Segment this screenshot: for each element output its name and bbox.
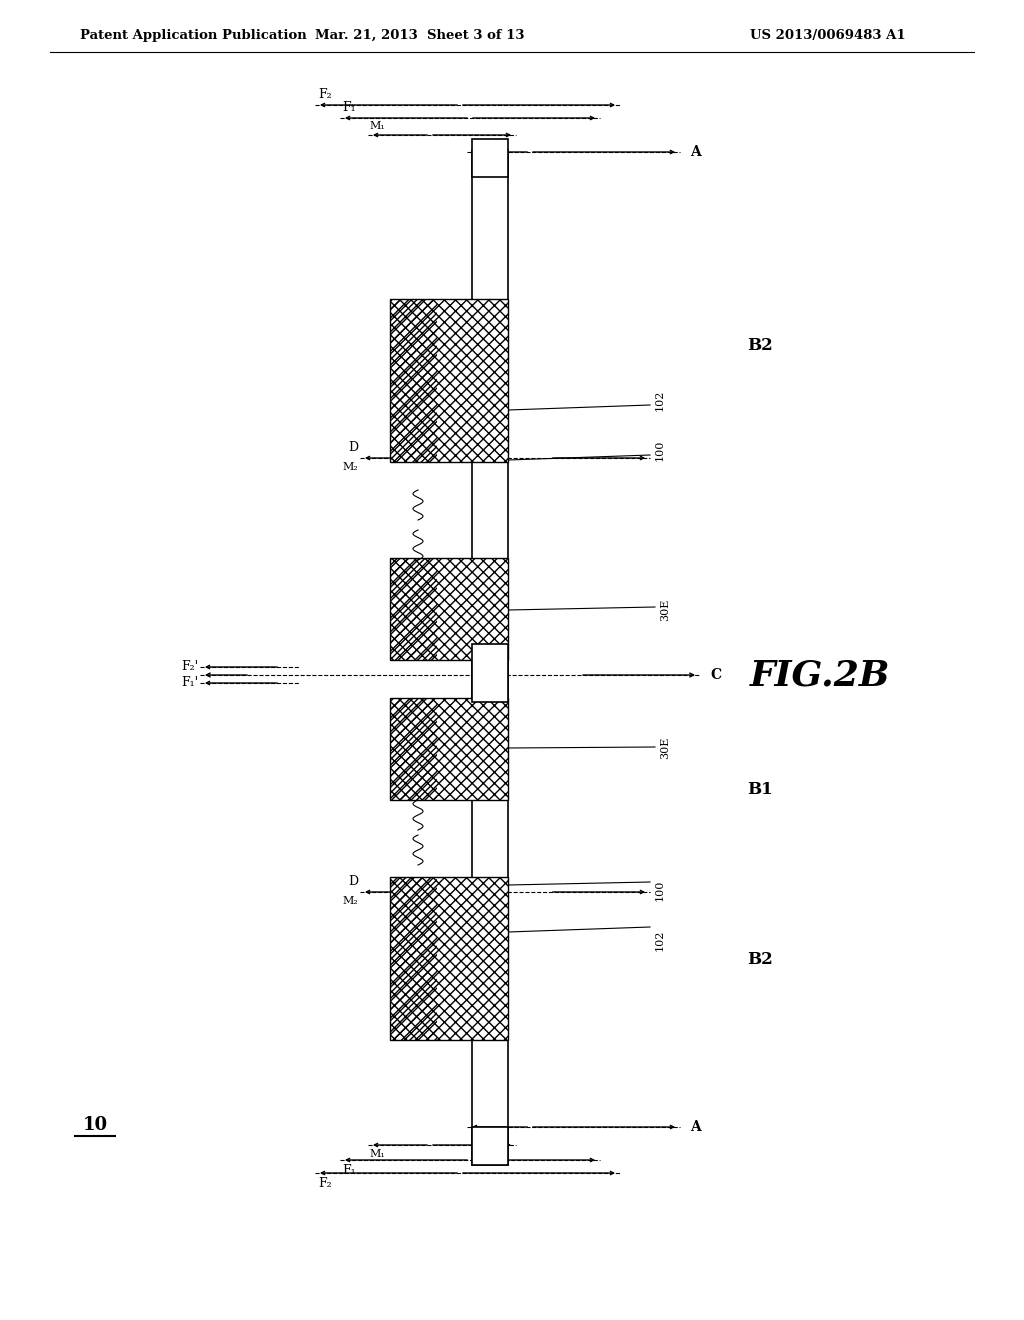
Text: Mar. 21, 2013  Sheet 3 of 13: Mar. 21, 2013 Sheet 3 of 13 bbox=[315, 29, 524, 41]
Bar bbox=[390, 300, 437, 462]
Text: B2: B2 bbox=[748, 337, 773, 354]
Bar bbox=[390, 876, 508, 1040]
Text: M₁: M₁ bbox=[369, 121, 385, 131]
Text: A: A bbox=[690, 145, 700, 158]
Bar bbox=[390, 698, 508, 800]
Text: M₂: M₂ bbox=[342, 896, 358, 906]
Text: 102: 102 bbox=[655, 389, 665, 411]
Text: 101E: 101E bbox=[393, 595, 403, 624]
Text: F₂: F₂ bbox=[318, 88, 332, 102]
Text: 102E: 102E bbox=[393, 945, 403, 974]
Text: US 2013/0069483 A1: US 2013/0069483 A1 bbox=[750, 29, 905, 41]
Text: D: D bbox=[348, 441, 358, 454]
Text: D: D bbox=[348, 875, 358, 888]
Text: F₂': F₂' bbox=[181, 660, 198, 673]
Text: Patent Application Publication: Patent Application Publication bbox=[80, 29, 307, 41]
Text: 101: 101 bbox=[408, 750, 418, 771]
Text: 102: 102 bbox=[655, 929, 665, 950]
Bar bbox=[390, 558, 437, 660]
Text: F₁': F₁' bbox=[181, 676, 198, 689]
Text: 10: 10 bbox=[83, 1115, 108, 1134]
Text: B1: B1 bbox=[748, 781, 773, 799]
Bar bbox=[472, 1127, 508, 1166]
Bar bbox=[472, 644, 508, 702]
Bar bbox=[390, 558, 508, 660]
Text: F₁: F₁ bbox=[342, 1164, 355, 1177]
Text: 101E: 101E bbox=[393, 733, 403, 763]
Bar bbox=[472, 150, 508, 1166]
Text: 100: 100 bbox=[655, 879, 665, 900]
Text: 102E: 102E bbox=[393, 370, 403, 400]
Text: FIG.2B: FIG.2B bbox=[750, 657, 890, 692]
Text: F₁: F₁ bbox=[342, 102, 355, 114]
Bar bbox=[390, 698, 437, 800]
Text: F₂: F₂ bbox=[318, 1177, 332, 1191]
Text: A: A bbox=[690, 1119, 700, 1134]
Text: 100: 100 bbox=[655, 440, 665, 461]
Bar bbox=[390, 876, 437, 1040]
Text: M₂: M₂ bbox=[342, 462, 358, 473]
Text: 30E: 30E bbox=[660, 737, 670, 759]
Text: B2: B2 bbox=[748, 952, 773, 969]
Bar bbox=[390, 698, 508, 800]
Text: 101: 101 bbox=[408, 589, 418, 611]
Bar bbox=[390, 876, 508, 1040]
Bar bbox=[390, 558, 508, 660]
Text: M₁: M₁ bbox=[369, 1148, 385, 1159]
Bar bbox=[390, 300, 508, 462]
Bar bbox=[390, 300, 508, 462]
Text: C: C bbox=[710, 668, 721, 682]
Bar bbox=[472, 139, 508, 177]
Text: 30E: 30E bbox=[660, 599, 670, 622]
